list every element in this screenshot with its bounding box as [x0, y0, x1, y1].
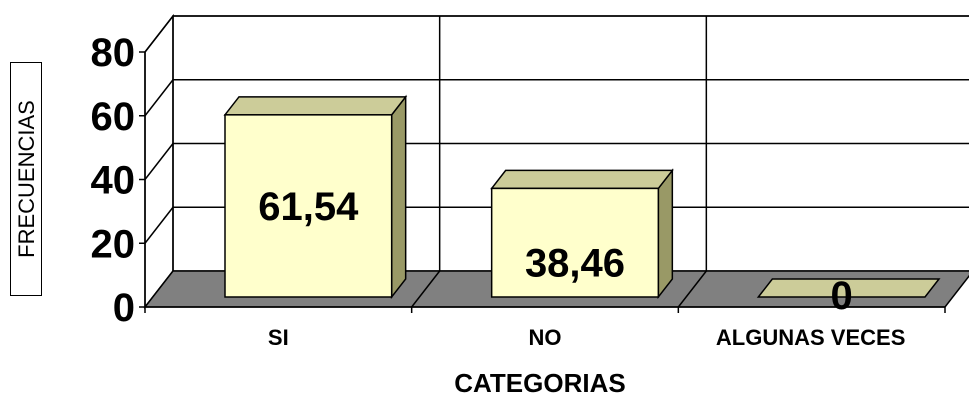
gridline-side — [144, 143, 174, 180]
gridline-side — [144, 206, 174, 244]
bar-2 — [756, 278, 941, 298]
bar-front — [224, 114, 393, 298]
y-tick-label: 20 — [91, 222, 136, 266]
bar-top — [490, 169, 674, 190]
y-tick-label: 0 — [113, 286, 135, 330]
bar-0 — [223, 94, 408, 300]
y-tick-label: 60 — [91, 95, 136, 139]
y-tick-label: 40 — [91, 159, 136, 203]
y-axis-title: FRECUENCIAS — [14, 100, 39, 258]
gridline-side — [144, 15, 174, 53]
bar-side — [657, 168, 674, 300]
labels: 61,54 SI 38,46 NO 0 ALGUNAS VECES 0 20 40 60 80 CAT… — [14, 31, 905, 398]
bar-1 — [490, 168, 674, 300]
bar-front — [490, 187, 660, 298]
data-label: 38,46 — [525, 242, 625, 286]
floor-divider — [411, 270, 441, 308]
axes — [139, 51, 946, 313]
bar-top — [223, 96, 408, 116]
data-label: 61,54 — [258, 185, 359, 229]
y-axis-label-box — [10, 62, 42, 296]
bar-top — [756, 278, 941, 298]
x-tick-label: ALGUNAS VECES — [716, 325, 905, 350]
x-axis-title: CATEGORIAS — [454, 368, 625, 398]
x-tick-label: NO — [529, 325, 562, 350]
floor-divider — [677, 270, 707, 308]
data-label: 0 — [831, 274, 853, 318]
bar-side — [390, 94, 407, 300]
gridline-side — [144, 79, 174, 117]
x-tick-label: SI — [268, 325, 289, 350]
y-tick-label: 80 — [91, 31, 136, 75]
bars — [223, 94, 941, 300]
